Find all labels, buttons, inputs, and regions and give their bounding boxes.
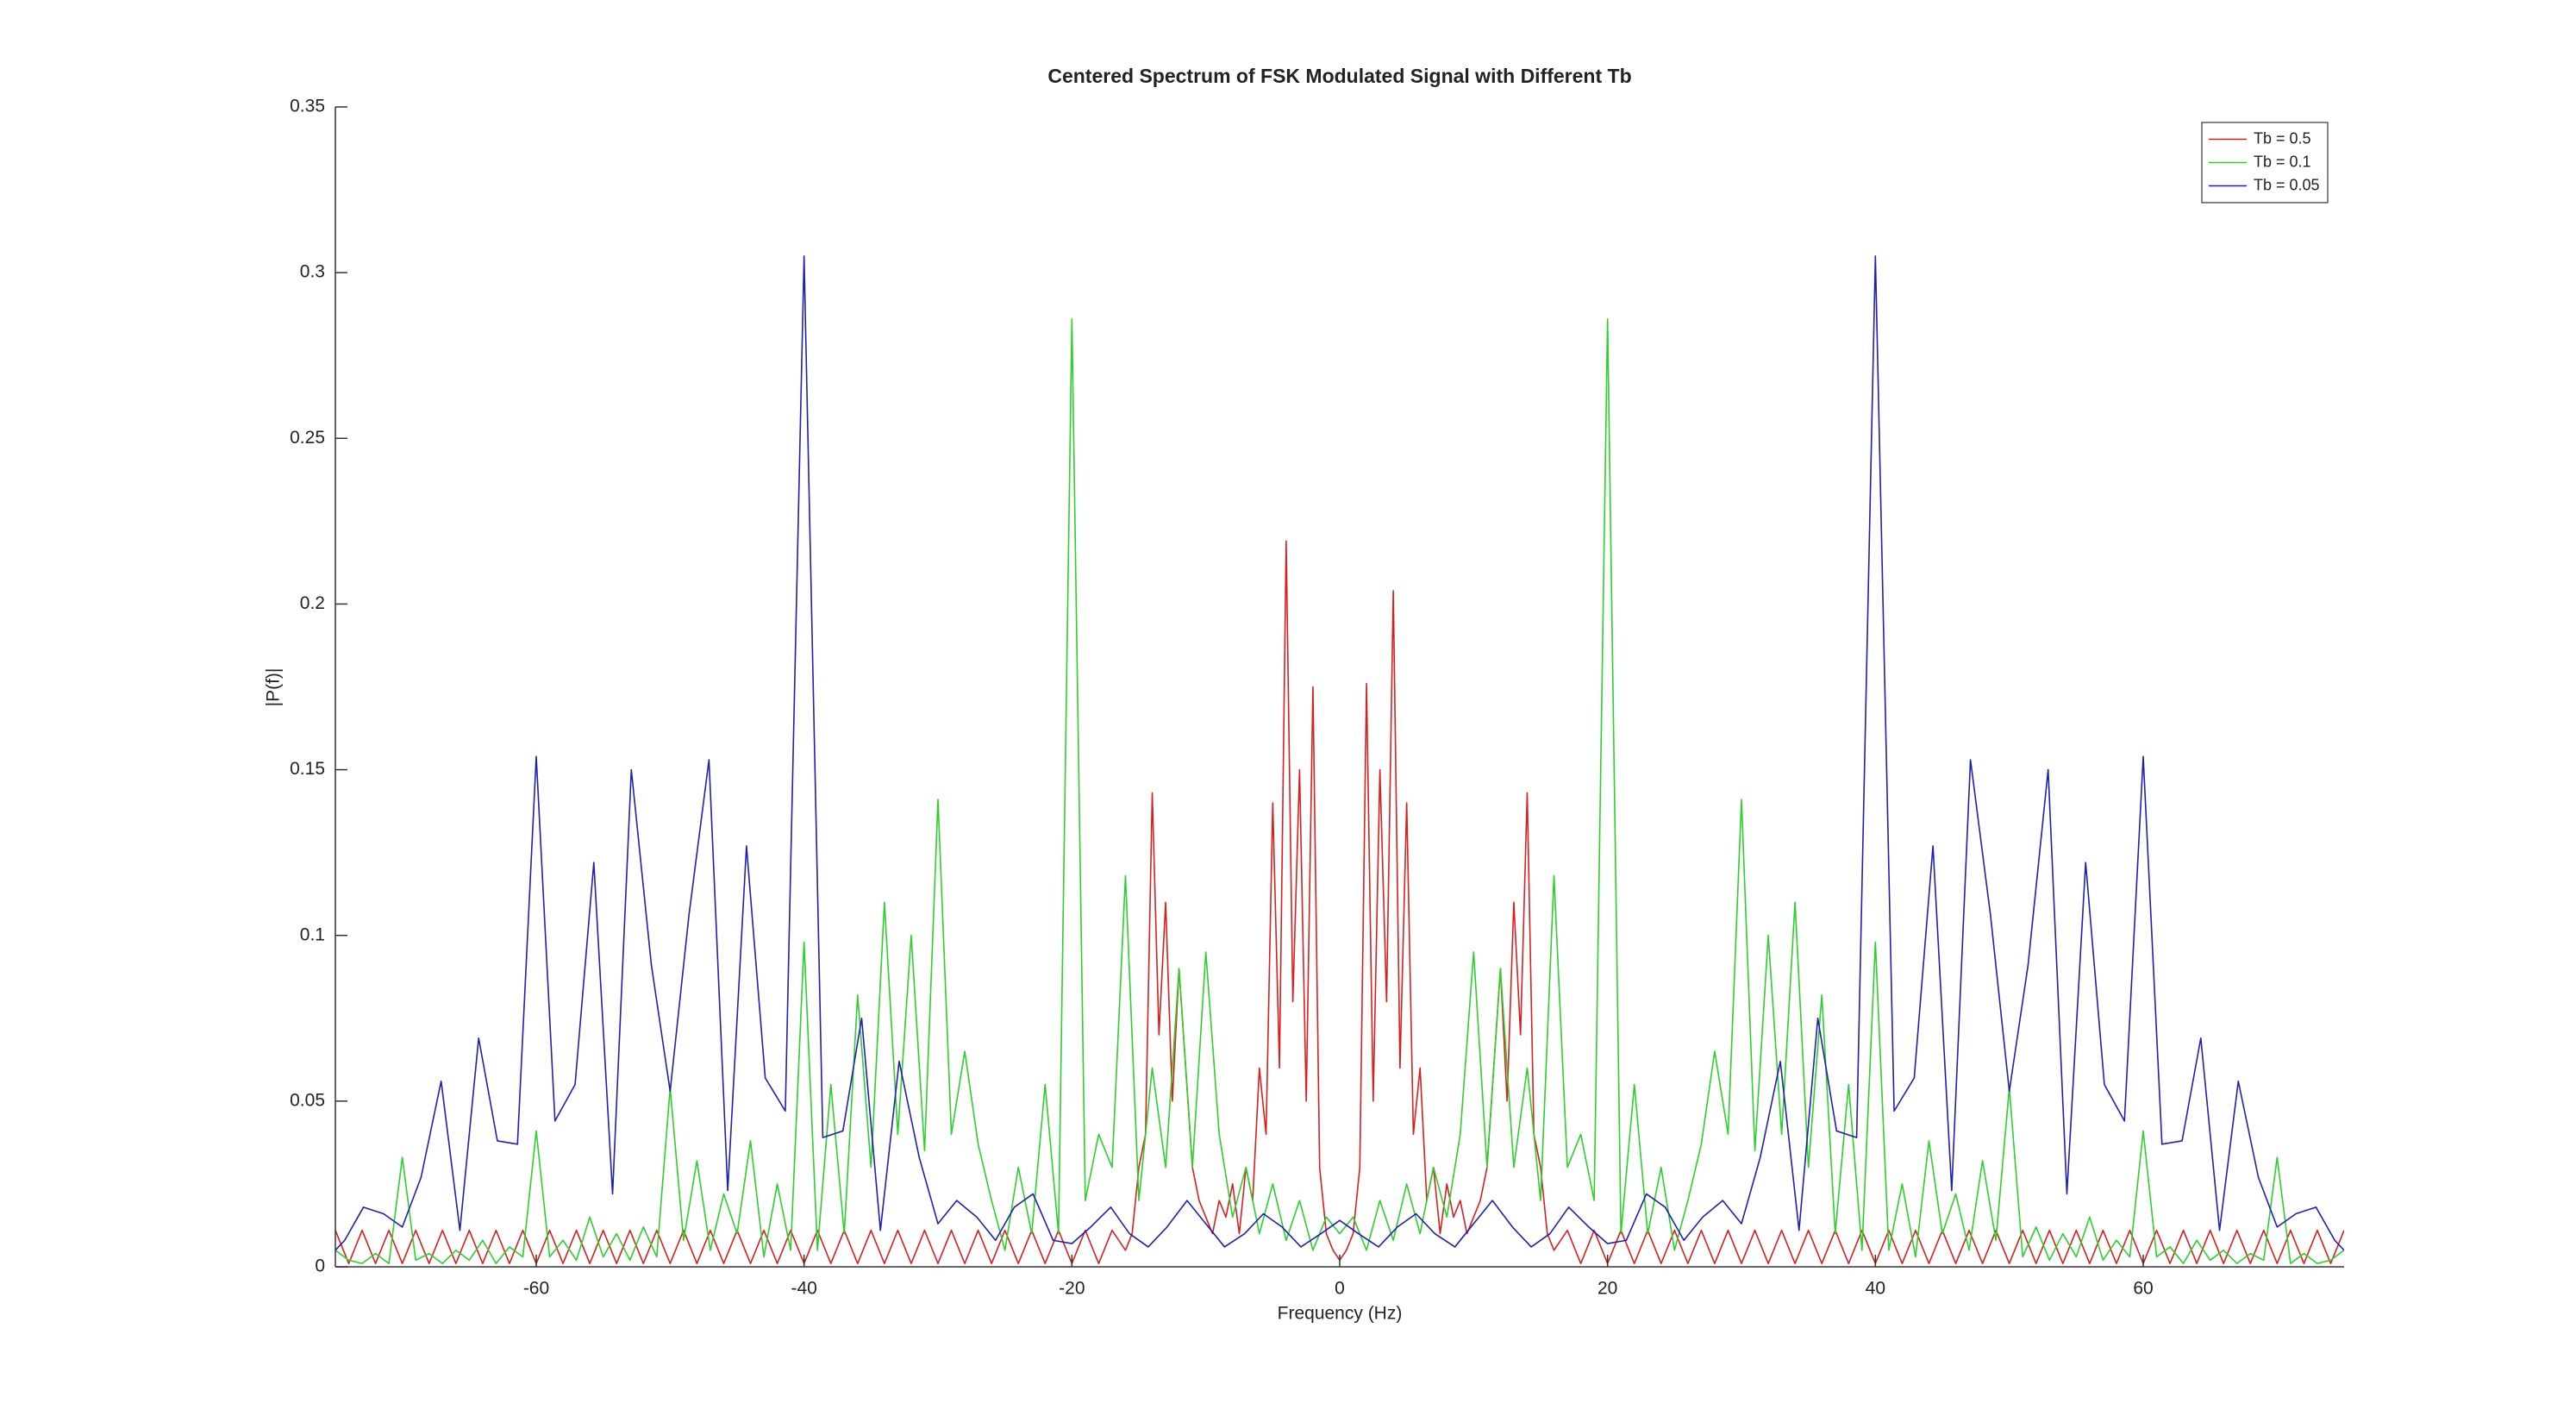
series-line bbox=[335, 255, 2344, 1251]
x-axis-label: Frequency (Hz) bbox=[1278, 1304, 1403, 1324]
x-tick-label: 40 bbox=[1866, 1279, 1885, 1299]
y-tick-label: 0.15 bbox=[290, 759, 325, 779]
y-tick-label: 0.2 bbox=[300, 593, 325, 613]
y-tick-label: 0.35 bbox=[290, 97, 325, 116]
chart-title: Centered Spectrum of FSK Modulated Signa… bbox=[1047, 65, 1631, 87]
x-tick-label: -40 bbox=[791, 1279, 816, 1299]
y-tick-label: 0.25 bbox=[290, 428, 325, 448]
x-tick-label: 60 bbox=[2133, 1279, 2153, 1299]
legend-label: Tb = 0.5 bbox=[2254, 129, 2311, 147]
x-tick-label: -20 bbox=[1059, 1279, 1085, 1299]
x-tick-label: 0 bbox=[1335, 1279, 1345, 1299]
legend-label: Tb = 0.05 bbox=[2254, 176, 2320, 193]
y-tick-label: 0.05 bbox=[290, 1090, 325, 1110]
y-axis-label: |P(f)| bbox=[264, 668, 284, 707]
x-tick-label: 20 bbox=[1597, 1279, 1617, 1299]
y-tick-label: 0.1 bbox=[300, 924, 325, 944]
legend: Tb = 0.5 Tb = 0.1 Tb = 0.05 bbox=[2201, 122, 2329, 204]
x-tick-label: -60 bbox=[523, 1279, 549, 1299]
y-tick-label: 0.3 bbox=[300, 262, 325, 282]
y-tick-label: 0 bbox=[315, 1256, 325, 1276]
legend-label: Tb = 0.1 bbox=[2254, 153, 2311, 170]
